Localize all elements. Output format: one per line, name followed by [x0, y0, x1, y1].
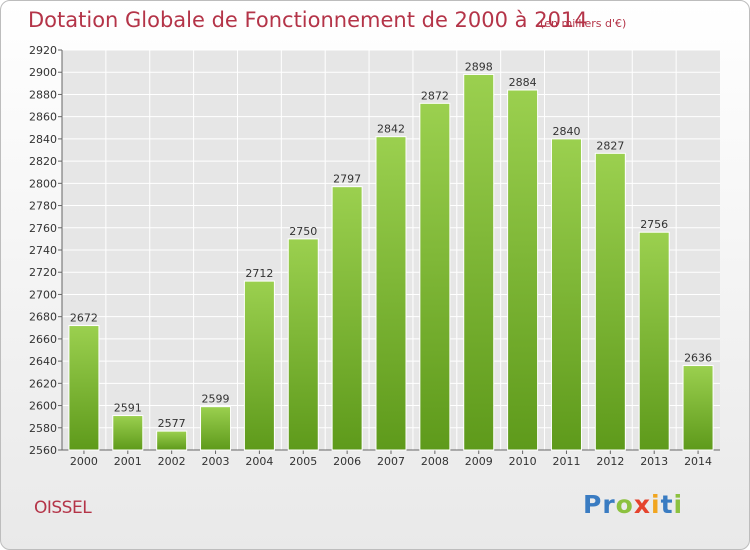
- x-tick-label: 2014: [684, 455, 712, 468]
- data-label: 2599: [202, 393, 230, 406]
- data-label: 2750: [289, 225, 317, 238]
- y-tick-label: 2880: [29, 88, 57, 101]
- x-tick-label: 2004: [245, 455, 273, 468]
- data-label: 2797: [333, 173, 361, 186]
- y-tick-label: 2860: [29, 111, 57, 124]
- bar: [682, 365, 714, 451]
- logo-letter: x: [633, 490, 651, 519]
- logo-letter: t: [660, 490, 674, 519]
- y-tick-label: 2900: [29, 66, 57, 79]
- bar: [550, 138, 582, 451]
- data-label: 2842: [377, 123, 405, 136]
- bar: [156, 430, 188, 451]
- x-tick-label: 2012: [596, 455, 624, 468]
- data-labels: 2672 2591 2577 2599 2712 2750 2797 2842 2872 2898…: [70, 60, 712, 430]
- data-label: 2827: [596, 139, 624, 152]
- logo-letter: i: [673, 490, 684, 519]
- y-tick-label: 2640: [29, 355, 57, 368]
- tick-labels: 2560 2580 2600 2620 2640 2660 2680 2700 2720 2740…: [29, 44, 712, 468]
- logo-letter: r: [602, 490, 616, 519]
- bar: [200, 406, 232, 451]
- x-tick-label: 2005: [289, 455, 317, 468]
- x-tick-label: 2006: [333, 455, 361, 468]
- y-tick-label: 2840: [29, 133, 57, 146]
- y-tick-label: 2800: [29, 177, 57, 190]
- x-tick-label: 2009: [465, 455, 493, 468]
- bar: [287, 238, 319, 451]
- y-tick-label: 2560: [29, 444, 57, 457]
- logo-letter: i: [651, 490, 661, 519]
- x-tick-label: 2001: [114, 455, 142, 468]
- logo-letter: o: [615, 490, 634, 519]
- y-tick-label: 2600: [29, 400, 57, 413]
- y-tick-label: 2820: [29, 155, 57, 168]
- y-tick-label: 2580: [29, 422, 57, 435]
- bar: [463, 73, 495, 451]
- x-tick-label: 2000: [70, 455, 98, 468]
- data-label: 2591: [114, 402, 142, 415]
- x-tick-label: 2003: [202, 455, 230, 468]
- data-label: 2636: [684, 352, 712, 365]
- proxiti-logo: Proxiti: [583, 490, 683, 519]
- data-label: 2712: [245, 267, 273, 280]
- x-tick-label: 2008: [421, 455, 449, 468]
- x-tick-label: 2011: [552, 455, 580, 468]
- bar: [375, 136, 407, 451]
- bar: [331, 186, 363, 451]
- x-tick-label: 2007: [377, 455, 405, 468]
- y-tick-label: 2740: [29, 244, 57, 257]
- data-label: 2756: [640, 218, 668, 231]
- y-tick-label: 2760: [29, 222, 57, 235]
- logo-letter: P: [583, 490, 603, 519]
- data-label: 2672: [70, 312, 98, 325]
- y-tick-label: 2780: [29, 200, 57, 213]
- y-tick-label: 2720: [29, 266, 57, 279]
- x-tick-label: 2002: [158, 455, 186, 468]
- chart-unit: (en milliers d'€): [540, 17, 627, 30]
- data-label: 2898: [465, 60, 493, 73]
- x-tick-label: 2013: [640, 455, 668, 468]
- bar: [507, 89, 539, 451]
- bar: [594, 152, 626, 451]
- y-tick-label: 2700: [29, 288, 57, 301]
- data-label: 2872: [421, 89, 449, 102]
- chart-title: Dotation Globale de Fonctionnement de 20…: [28, 8, 588, 32]
- y-tick-label: 2660: [29, 333, 57, 346]
- y-tick-label: 2920: [29, 44, 57, 57]
- data-label: 2884: [509, 76, 537, 89]
- bar: [419, 102, 451, 451]
- bar: [638, 231, 670, 451]
- bar: [112, 415, 144, 451]
- data-label: 2840: [552, 125, 580, 138]
- y-tick-label: 2680: [29, 311, 57, 324]
- y-tick-label: 2620: [29, 377, 57, 390]
- bars: [68, 73, 714, 451]
- x-tick-label: 2010: [509, 455, 537, 468]
- bar: [68, 325, 100, 451]
- commune-name: OISSEL: [34, 498, 92, 518]
- bar: [243, 280, 275, 451]
- data-label: 2577: [158, 417, 186, 430]
